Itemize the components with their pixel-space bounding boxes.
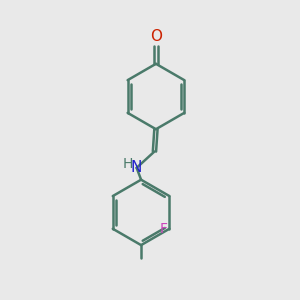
Text: F: F (160, 222, 168, 236)
Text: H: H (123, 157, 134, 171)
Text: N: N (131, 160, 142, 175)
Text: O: O (150, 29, 162, 44)
